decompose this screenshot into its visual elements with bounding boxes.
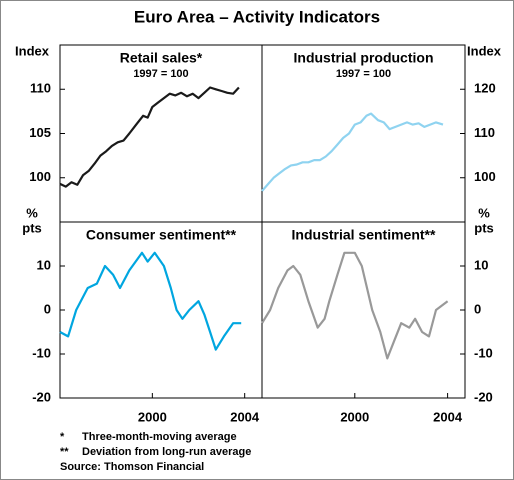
y-tick-label: 100: [29, 169, 51, 184]
y-axis-label: %: [26, 205, 38, 220]
panel-title: Consumer sentiment**: [86, 227, 237, 243]
note: Three-month-moving average: [82, 431, 237, 443]
panel-title: Industrial production: [294, 50, 434, 66]
line: [59, 86, 240, 188]
y-tick-label: 10: [474, 257, 488, 272]
panel-title: Retail sales*: [120, 50, 203, 66]
line: [261, 112, 444, 192]
note-marker: *: [60, 431, 65, 443]
y-tick-label: 110: [30, 81, 51, 96]
x-tick-label: 2004: [433, 409, 463, 424]
y-tick-label: 100: [474, 169, 496, 184]
y-tick-label: -10: [32, 345, 51, 360]
y-tick-label: -20: [32, 389, 51, 404]
y-tick-label: 0: [474, 301, 481, 316]
y-axis-label: %: [478, 205, 490, 220]
x-tick-label: 2000: [138, 409, 167, 424]
y-tick-label: -10: [474, 345, 493, 360]
y-tick-label: 120: [474, 81, 496, 96]
line: [261, 251, 449, 360]
x-tick-label: 2004: [230, 409, 260, 424]
x-tick-label: 2000: [340, 409, 369, 424]
y-axis-label: pts: [474, 220, 494, 235]
panel-subtitle: 1997 = 100: [133, 68, 188, 80]
y-tick-label: 10: [37, 257, 51, 272]
note: Deviation from long-run average: [82, 446, 251, 458]
line: [59, 251, 242, 351]
y-tick-label: 110: [474, 125, 495, 140]
y-axis-label: pts: [22, 220, 42, 235]
y-tick-label: -20: [474, 389, 493, 404]
panel-title: Industrial sentiment**: [292, 227, 436, 243]
chart-title: Euro Area – Activity Indicators: [134, 7, 380, 26]
y-axis-label: Index: [467, 43, 502, 58]
y-axis-label: Index: [15, 43, 50, 58]
source: Source: Thomson Financial: [60, 461, 204, 473]
note-marker: **: [60, 446, 69, 458]
panel-subtitle: 1997 = 100: [336, 68, 391, 80]
y-tick-label: 105: [29, 125, 51, 140]
y-tick-label: 0: [44, 301, 51, 316]
